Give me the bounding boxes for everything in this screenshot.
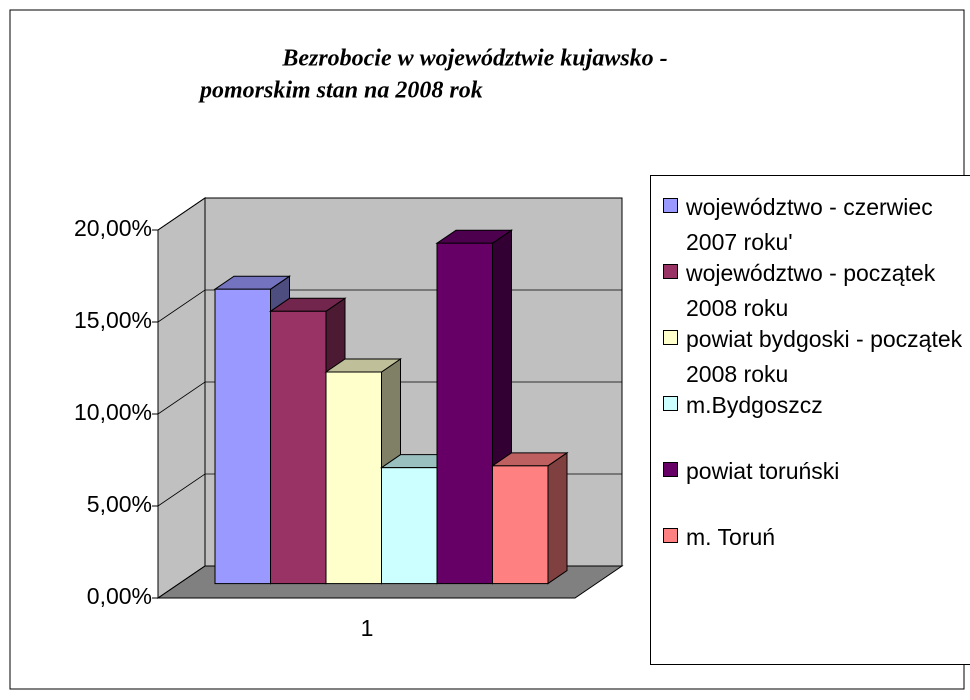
legend-label: województwo - czerwiec 2007 roku' <box>686 194 933 255</box>
legend-label: m.Bydgoszcz <box>686 392 823 418</box>
bar <box>492 465 549 585</box>
y-tick-label: 15,00% <box>74 307 152 333</box>
legend-swatch <box>663 264 678 279</box>
bar <box>325 371 382 585</box>
legend-entry: powiat bydgoski - początek 2008 roku <box>663 322 963 392</box>
legend-label: powiat bydgoski - początek 2008 roku <box>686 326 963 387</box>
legend-label: województwo - początek 2008 roku <box>686 260 936 321</box>
y-tick-label: 5,00% <box>87 491 152 517</box>
legend-entry: województwo - początek 2008 roku <box>663 256 963 326</box>
legend-swatch <box>663 330 678 345</box>
legend-entry: m.Bydgoszcz <box>663 388 963 423</box>
y-tick-label: 20,00% <box>74 215 152 241</box>
legend-swatch <box>663 396 678 411</box>
y-tick-label: 10,00% <box>74 399 152 425</box>
bar <box>436 242 493 585</box>
grid-line <box>157 197 622 231</box>
bar <box>270 310 327 585</box>
chart-title: Bezrobocie w województwie kujawsko - <box>281 46 667 72</box>
y-tick-label: 0,00% <box>87 583 152 609</box>
x-tick-label: 1 <box>361 615 374 641</box>
bar <box>381 467 438 585</box>
legend: województwo - czerwiec 2007 roku' wojewód… <box>650 175 970 665</box>
legend-swatch <box>663 462 678 477</box>
legend-entry: powiat toruński <box>663 454 963 489</box>
legend-entry: m. Toruń <box>663 520 963 555</box>
legend-entry: województwo - czerwiec 2007 roku' <box>663 190 963 260</box>
legend-label: m. Toruń <box>686 524 776 550</box>
legend-swatch <box>663 198 678 213</box>
bar-side <box>547 451 568 585</box>
bar <box>214 288 271 585</box>
legend-label: powiat toruński <box>686 458 840 484</box>
chart-title: pomorskim stan na 2008 rok <box>198 78 483 104</box>
legend-swatch <box>663 528 678 543</box>
